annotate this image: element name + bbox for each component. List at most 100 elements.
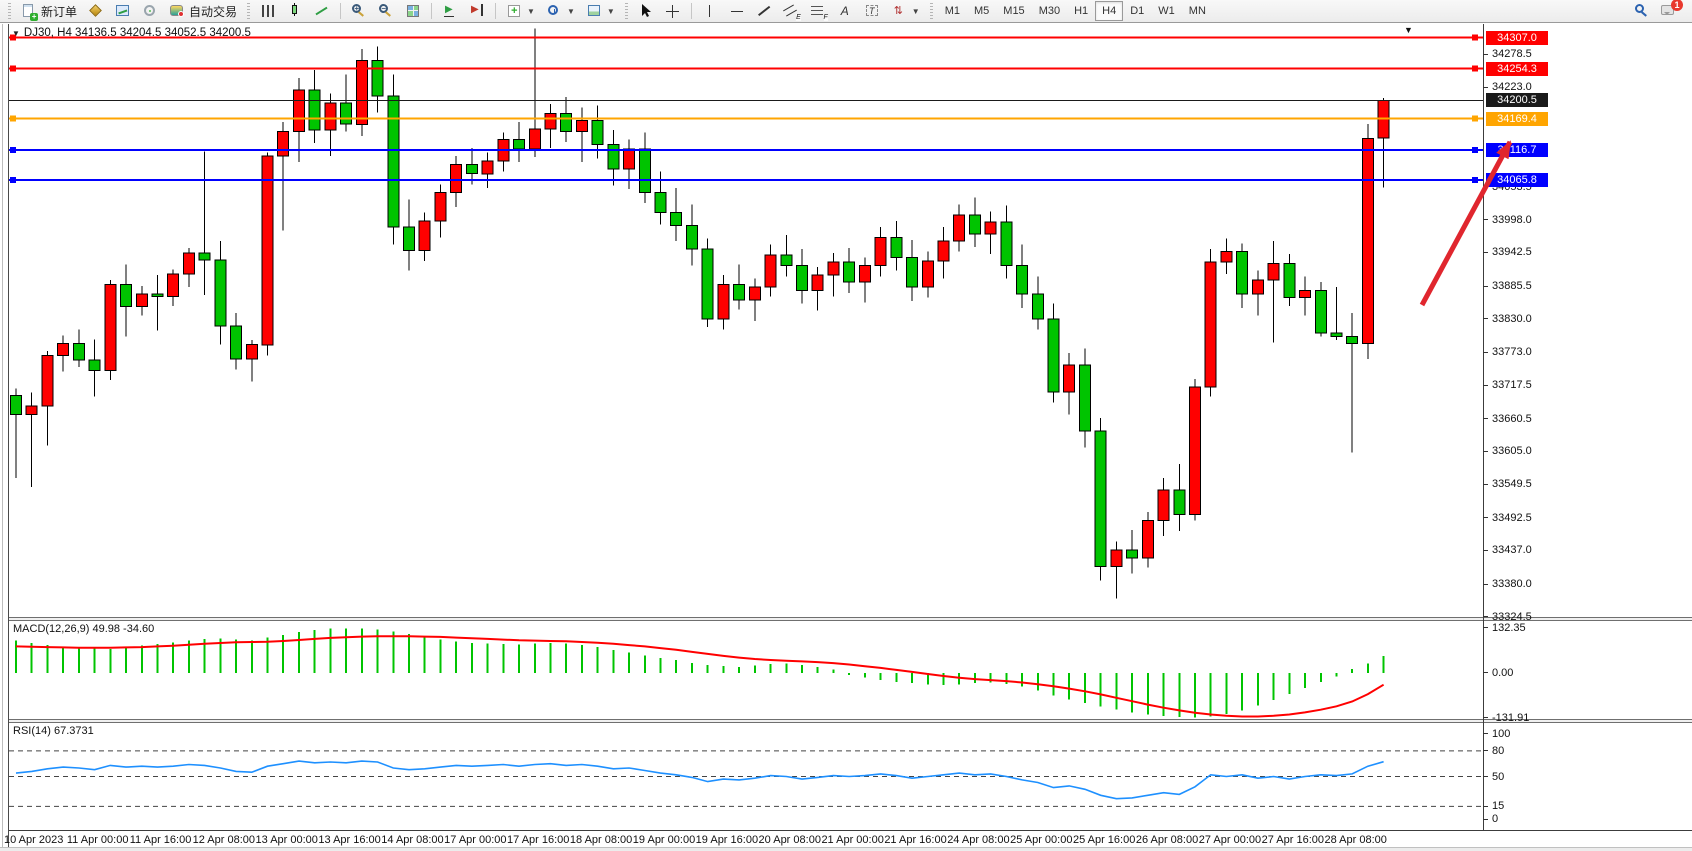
candle-down — [72, 343, 85, 361]
templates-button[interactable]: ▼ — [581, 1, 620, 22]
chevron-down-icon: ▼ — [606, 6, 615, 16]
candle-down — [10, 394, 22, 415]
chevron-down-icon: ▼ — [527, 6, 535, 16]
panel-separator[interactable] — [9, 617, 1692, 621]
candle-up — [57, 343, 70, 356]
price-tick: 34223.0 — [1483, 80, 1532, 94]
line-chart-icon — [314, 3, 330, 19]
hline-handle[interactable] — [10, 176, 16, 183]
price-badge: 34307.0 — [1486, 30, 1548, 45]
signals-button[interactable] — [137, 1, 163, 22]
new-order-icon: + — [21, 3, 38, 21]
toolbar-grip[interactable] — [247, 3, 251, 19]
toolbar-grip[interactable] — [624, 3, 628, 19]
line-chart-button[interactable] — [309, 1, 335, 22]
hline-handle[interactable] — [1472, 34, 1478, 41]
tab-timeframe-D1[interactable]: D1 — [1130, 5, 1145, 17]
zoom-out-button[interactable]: − — [373, 1, 399, 22]
chart-shift-marker-icon[interactable]: ▼ — [1404, 25, 1413, 35]
date-label: 18 Apr 08:00 — [569, 834, 633, 846]
indicators-button[interactable]: + ▼ — [501, 1, 540, 22]
tab-timeframe-M1[interactable]: M1 — [944, 5, 960, 17]
candle-down — [890, 236, 903, 258]
toolbar-grip[interactable] — [8, 3, 11, 19]
horizontal-line-button[interactable] — [724, 1, 750, 22]
candle-down — [120, 284, 132, 307]
market-depth-button[interactable] — [83, 1, 109, 22]
tab-timeframe-W1[interactable]: W1 — [1158, 5, 1175, 17]
text-label-button[interactable]: T — [859, 1, 885, 22]
candle-down — [686, 225, 698, 250]
candle-up — [481, 160, 494, 175]
hline-handle[interactable] — [10, 34, 16, 41]
candle-up — [1141, 519, 1154, 559]
periods-button[interactable]: ▼ — [541, 1, 580, 22]
panel-separator[interactable] — [9, 719, 1692, 723]
auto-scroll-button[interactable]: ▶ — [437, 1, 463, 22]
candle-up — [293, 89, 305, 132]
symbol-dropdown-icon[interactable]: ▼ — [12, 28, 20, 38]
chat-bubble-icon: 1 — [1661, 0, 1683, 19]
date-label: 20 Apr 08:00 — [758, 834, 821, 846]
candle-down — [607, 143, 620, 170]
hline-handle[interactable] — [10, 146, 16, 153]
time-axis-border — [9, 830, 1692, 831]
hline-handle[interactable] — [10, 65, 16, 72]
text-button[interactable]: A — [832, 1, 858, 22]
zoom-in-button[interactable]: + — [346, 1, 372, 22]
candle-up — [418, 220, 431, 251]
date-label: 11 Apr 16:00 — [129, 834, 192, 846]
candle-up — [1267, 262, 1280, 281]
vertical-line-button[interactable] — [697, 1, 723, 22]
channel-button[interactable]: E — [778, 1, 804, 22]
date-label: 24 Apr 08:00 — [947, 834, 1010, 846]
tab-timeframe-H4[interactable]: H4 — [1095, 1, 1124, 21]
crosshair-button[interactable] — [660, 1, 686, 22]
date-label: 19 Apr 00:00 — [632, 834, 696, 846]
candle-up — [937, 240, 950, 262]
arrows-button[interactable]: ⇅ ▼ — [886, 1, 925, 22]
cursor-icon — [638, 3, 654, 19]
macd-indicator-panel[interactable] — [9, 621, 1483, 719]
candle-down — [340, 102, 353, 125]
tab-timeframe-M5[interactable]: M5 — [974, 5, 990, 17]
search-button[interactable] — [1629, 1, 1655, 22]
trendline-button[interactable] — [751, 1, 777, 22]
main-price-chart[interactable] — [9, 24, 1483, 617]
candle-down — [591, 120, 604, 145]
hline-handle[interactable] — [10, 115, 16, 122]
price-tick: 33660.5 — [1483, 412, 1532, 426]
tab-timeframe-H1[interactable]: H1 — [1074, 5, 1089, 17]
tab-timeframe-M30[interactable]: M30 — [1038, 5, 1061, 17]
price-tick: 34278.5 — [1483, 47, 1532, 61]
hline-handle[interactable] — [1472, 146, 1478, 153]
candle-down — [465, 163, 478, 175]
candle-down — [230, 325, 243, 360]
hline-handle[interactable] — [1472, 115, 1478, 122]
chart-shift-icon: ▶ — [469, 3, 485, 19]
tile-windows-button[interactable] — [400, 1, 426, 22]
tab-timeframe-MN[interactable]: MN — [1188, 5, 1206, 17]
new-order-button[interactable]: + 新订单 — [16, 1, 82, 22]
arrow-objects-icon: ⇅ — [893, 5, 904, 17]
candlestick-chart-button[interactable] — [282, 1, 308, 22]
hline-handle[interactable] — [1472, 176, 1478, 183]
candle-up — [764, 254, 777, 288]
autotrading-button[interactable]: 自动交易 — [164, 1, 242, 22]
vertical-line-icon — [702, 3, 718, 19]
fibonacci-button[interactable]: F — [805, 1, 831, 22]
candle-up — [167, 273, 180, 297]
bar-chart-button[interactable] — [255, 1, 281, 22]
tab-timeframe-M15[interactable]: M15 — [1003, 5, 1025, 17]
candle-up — [25, 405, 38, 415]
notifications-button[interactable]: 1 — [1656, 0, 1683, 22]
candle-down — [1126, 549, 1139, 559]
chart-shift-button[interactable]: ▶ — [464, 1, 490, 22]
toolbar-grip[interactable] — [929, 3, 933, 19]
terminal-button[interactable] — [110, 1, 136, 22]
rsi-indicator-panel[interactable] — [9, 723, 1483, 830]
candle-up — [827, 261, 840, 276]
cursor-button[interactable] — [633, 1, 659, 22]
hline-handle[interactable] — [1472, 65, 1478, 72]
